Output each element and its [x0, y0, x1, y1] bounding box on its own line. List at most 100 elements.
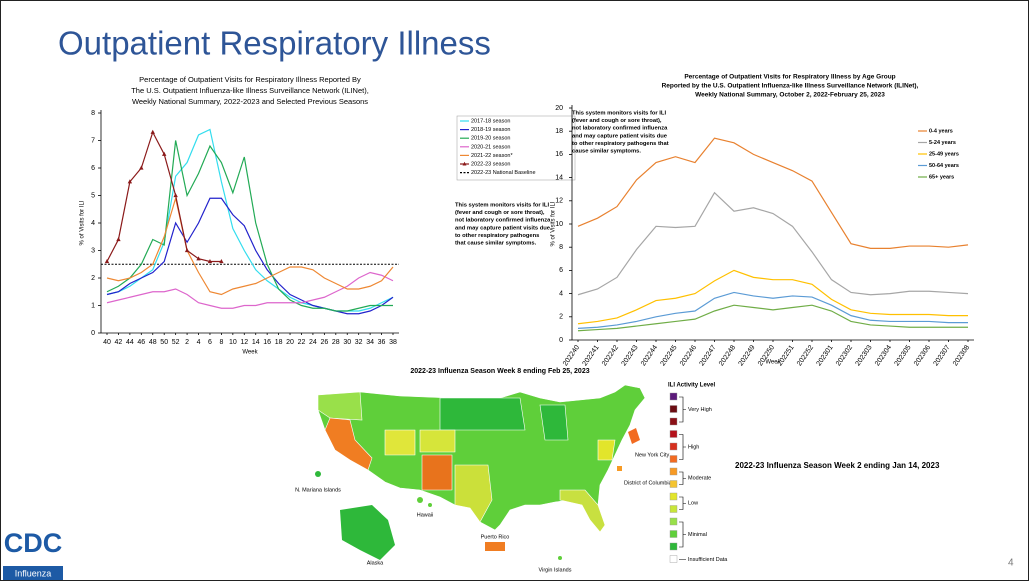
- series-line: [106, 140, 393, 312]
- y-axis-label: % of Visits for ILI: [551, 201, 557, 246]
- series-line: [577, 291, 968, 329]
- legend-label: 50-64 years: [929, 163, 959, 169]
- y-tick-label: 0: [91, 330, 95, 337]
- series-line: [577, 191, 969, 296]
- legend-swatch: [669, 492, 678, 501]
- x-tick-label: 10: [229, 339, 237, 346]
- annotation: This system monitors visits for ILI: [572, 111, 666, 117]
- legend-swatch: [669, 405, 678, 413]
- map-label: Puerto Rico: [481, 534, 510, 540]
- state-new-mexico: [421, 454, 453, 491]
- chart-title: Reported by the U.S. Outpatient Influenz…: [662, 83, 919, 90]
- x-tick-label: 44: [126, 339, 134, 346]
- y-tick-label: 16: [555, 151, 563, 158]
- legend-label: 2020-21 season: [471, 144, 510, 150]
- y-tick-label: 6: [559, 267, 563, 274]
- legend-bracket: [679, 471, 686, 485]
- state-region: [419, 429, 456, 453]
- x-tick-label: 30: [343, 339, 351, 346]
- map-label: Hawaii: [417, 512, 434, 518]
- series-line: [106, 198, 394, 296]
- y-tick-label: 7: [91, 137, 95, 144]
- x-tick-label: 20: [286, 339, 294, 346]
- series-marker: [219, 259, 224, 264]
- series-marker: [150, 129, 155, 134]
- legend-swatch: [669, 542, 678, 551]
- x-tick-label: 16: [263, 339, 271, 346]
- legend-label: 2022-23 National Baseline: [471, 170, 536, 176]
- logo-subtitle: Influenza: [15, 568, 52, 578]
- map-label: N. Mariana Islands: [295, 487, 341, 493]
- x-tick-label: 50: [160, 339, 168, 346]
- legend-swatch: [669, 442, 678, 451]
- alaska: [340, 505, 395, 560]
- y-tick-label: 5: [91, 192, 95, 199]
- map-legend-title: ILI Activity Level: [668, 383, 715, 389]
- legend-swatch: [669, 530, 678, 538]
- series-marker: [139, 165, 144, 170]
- series-marker: [207, 259, 213, 264]
- legend-swatch: [669, 467, 678, 476]
- annotation: (fever and cough or sore throat),: [572, 118, 662, 124]
- legend-label: 2017-18 season: [471, 118, 510, 124]
- x-tick-label: 38: [389, 339, 397, 346]
- x-tick-label: 4: [197, 339, 201, 346]
- y-tick-label: 2: [91, 275, 95, 282]
- legend-swatch: [669, 455, 678, 463]
- legend-bracket: [679, 521, 686, 548]
- series-marker: [196, 256, 201, 261]
- legend-label: 2021-22 season*: [471, 153, 513, 159]
- legend-swatch: [669, 480, 678, 488]
- legend-swatch: [669, 392, 678, 401]
- series-marker: [116, 237, 121, 242]
- legend-label: 25-49 years: [929, 151, 959, 157]
- y-tick-label: 20: [555, 105, 563, 112]
- state-california: [324, 417, 373, 471]
- annotation: and may capture patient visits due: [572, 133, 668, 139]
- state-region: [439, 397, 526, 431]
- logo-text: CDC: [4, 528, 63, 558]
- x-axis-label: Week: [765, 360, 781, 366]
- annotation: that cause similar symptoms.: [455, 241, 537, 247]
- x-axis-label: Week: [242, 350, 258, 356]
- dc: [617, 466, 622, 471]
- chart-title: Weekly National Summary, 2022-2023 and S…: [132, 97, 368, 106]
- legend-level: Minimal: [688, 532, 707, 538]
- y-tick-label: 6: [91, 165, 95, 172]
- new-york-city: [628, 428, 640, 444]
- y-tick-label: 3: [91, 247, 95, 254]
- legend-marker: [462, 161, 467, 166]
- hawaii: [428, 503, 432, 507]
- series-marker: [104, 259, 110, 264]
- map-label: Alaska: [367, 560, 384, 566]
- series-marker: [127, 179, 133, 184]
- legend-label: 2022-23 season: [471, 161, 510, 167]
- x-tick-label: 42: [115, 339, 123, 346]
- legend-level: Insufficient Data: [688, 557, 728, 563]
- chart-title: The U.S. Outpatient Influenza-like Illne…: [131, 86, 369, 95]
- annotation: (fever and cough or sore throat),: [455, 210, 545, 216]
- logo-bar: [3, 566, 63, 580]
- legend-label: 0-4 years: [929, 128, 953, 134]
- annotation: not laboratory confirmed influenza: [572, 126, 668, 132]
- series-line: [106, 271, 394, 309]
- hawaii: [417, 497, 423, 503]
- legend-level: Very High: [688, 407, 712, 413]
- legend-label: 65+ years: [929, 174, 954, 180]
- annotation: This system monitors visits for ILI: [455, 203, 549, 209]
- chart-title: Percentage of Outpatient Visits for Resp…: [139, 75, 361, 84]
- y-tick-label: 2: [559, 314, 563, 321]
- x-tick-label: 34: [366, 339, 374, 346]
- x-tick-label: 24: [309, 339, 317, 346]
- y-tick-label: 8: [559, 244, 563, 251]
- chart-title: Percentage of Outpatient Visits for Resp…: [684, 74, 895, 81]
- legend-level: High: [688, 444, 699, 450]
- page-number: 4: [1008, 558, 1014, 569]
- legend-swatch: [669, 517, 678, 526]
- legend-swatch: [669, 505, 678, 513]
- y-tick-label: 4: [91, 220, 95, 227]
- chart-title: Weekly National Summary, October 2, 2022…: [695, 92, 885, 99]
- series-line: [106, 197, 394, 315]
- legend-label: 5-24 years: [929, 140, 956, 146]
